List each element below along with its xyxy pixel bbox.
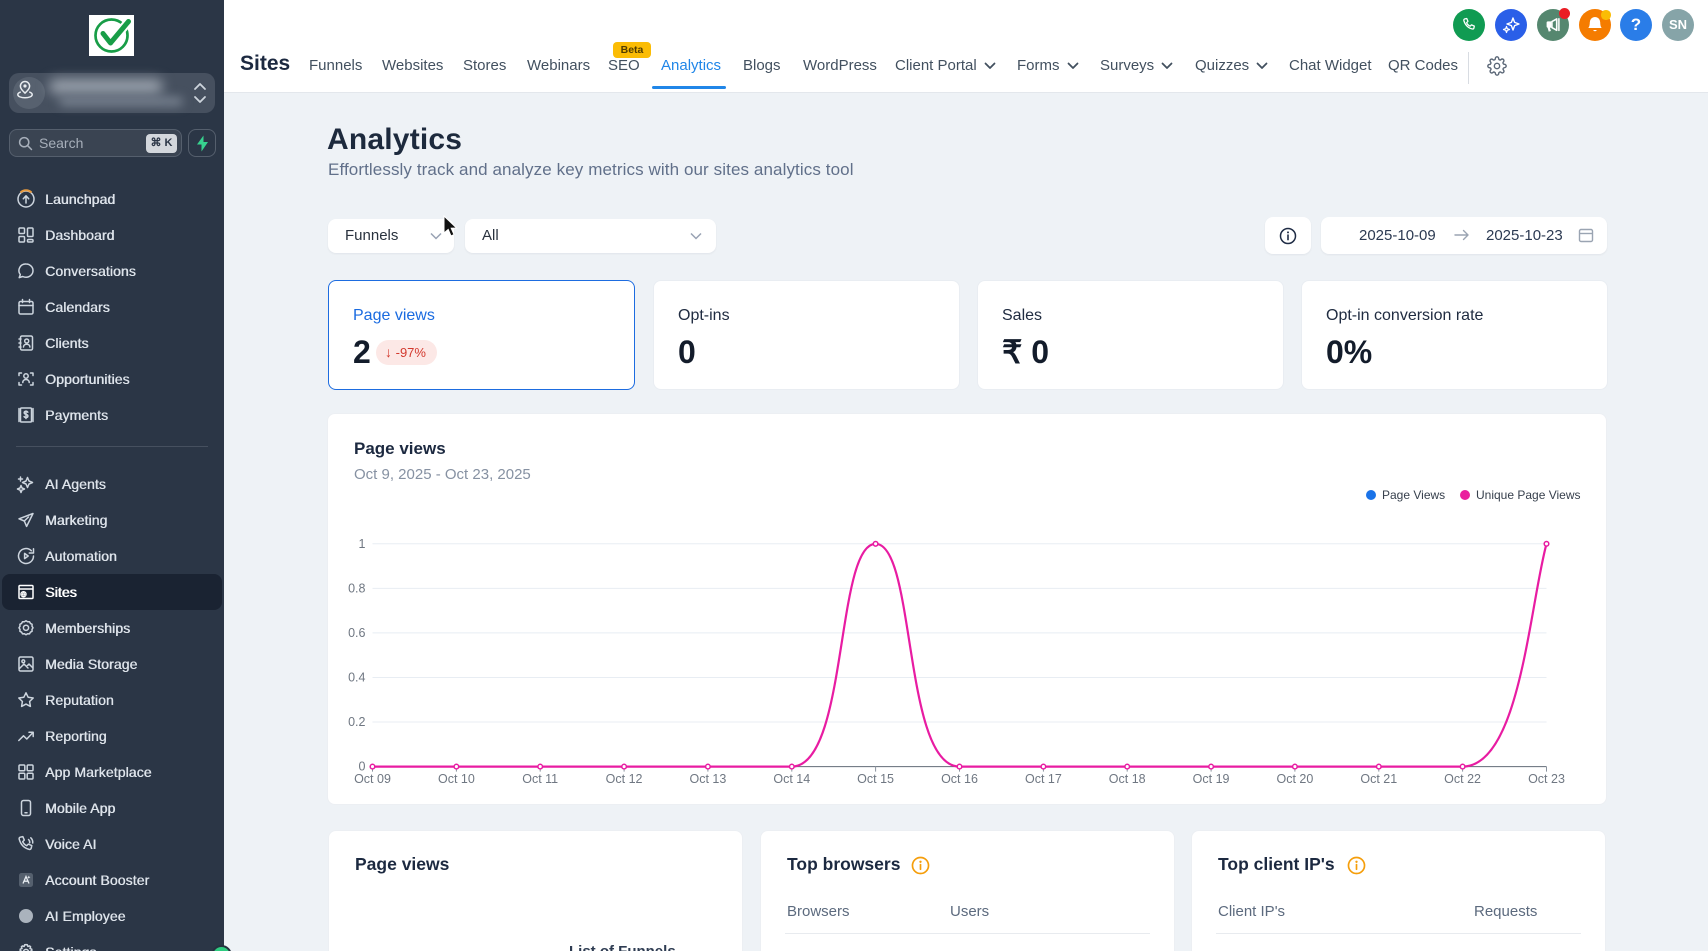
svg-text:Oct 17: Oct 17 [1025,772,1062,786]
svg-text:Oct 09: Oct 09 [354,772,391,786]
svg-text:0.4: 0.4 [348,671,365,685]
svg-text:0: 0 [359,760,366,774]
svg-text:Oct 10: Oct 10 [438,772,475,786]
svg-text:0.2: 0.2 [348,715,365,729]
svg-text:Oct 15: Oct 15 [857,772,894,786]
svg-text:Oct 18: Oct 18 [1109,772,1146,786]
svg-text:Oct 22: Oct 22 [1444,772,1481,786]
svg-text:Oct 12: Oct 12 [606,772,643,786]
svg-text:Oct 19: Oct 19 [1193,772,1230,786]
svg-text:0.8: 0.8 [348,581,365,595]
svg-text:1: 1 [359,537,366,551]
svg-text:Oct 20: Oct 20 [1276,772,1313,786]
svg-text:Oct 21: Oct 21 [1360,772,1397,786]
svg-text:Oct 16: Oct 16 [941,772,978,786]
svg-text:Oct 11: Oct 11 [522,772,558,786]
svg-text:Oct 14: Oct 14 [773,772,810,786]
svg-text:Oct 23: Oct 23 [1528,772,1565,786]
svg-text:Oct 13: Oct 13 [689,772,726,786]
svg-text:0.6: 0.6 [348,626,365,640]
